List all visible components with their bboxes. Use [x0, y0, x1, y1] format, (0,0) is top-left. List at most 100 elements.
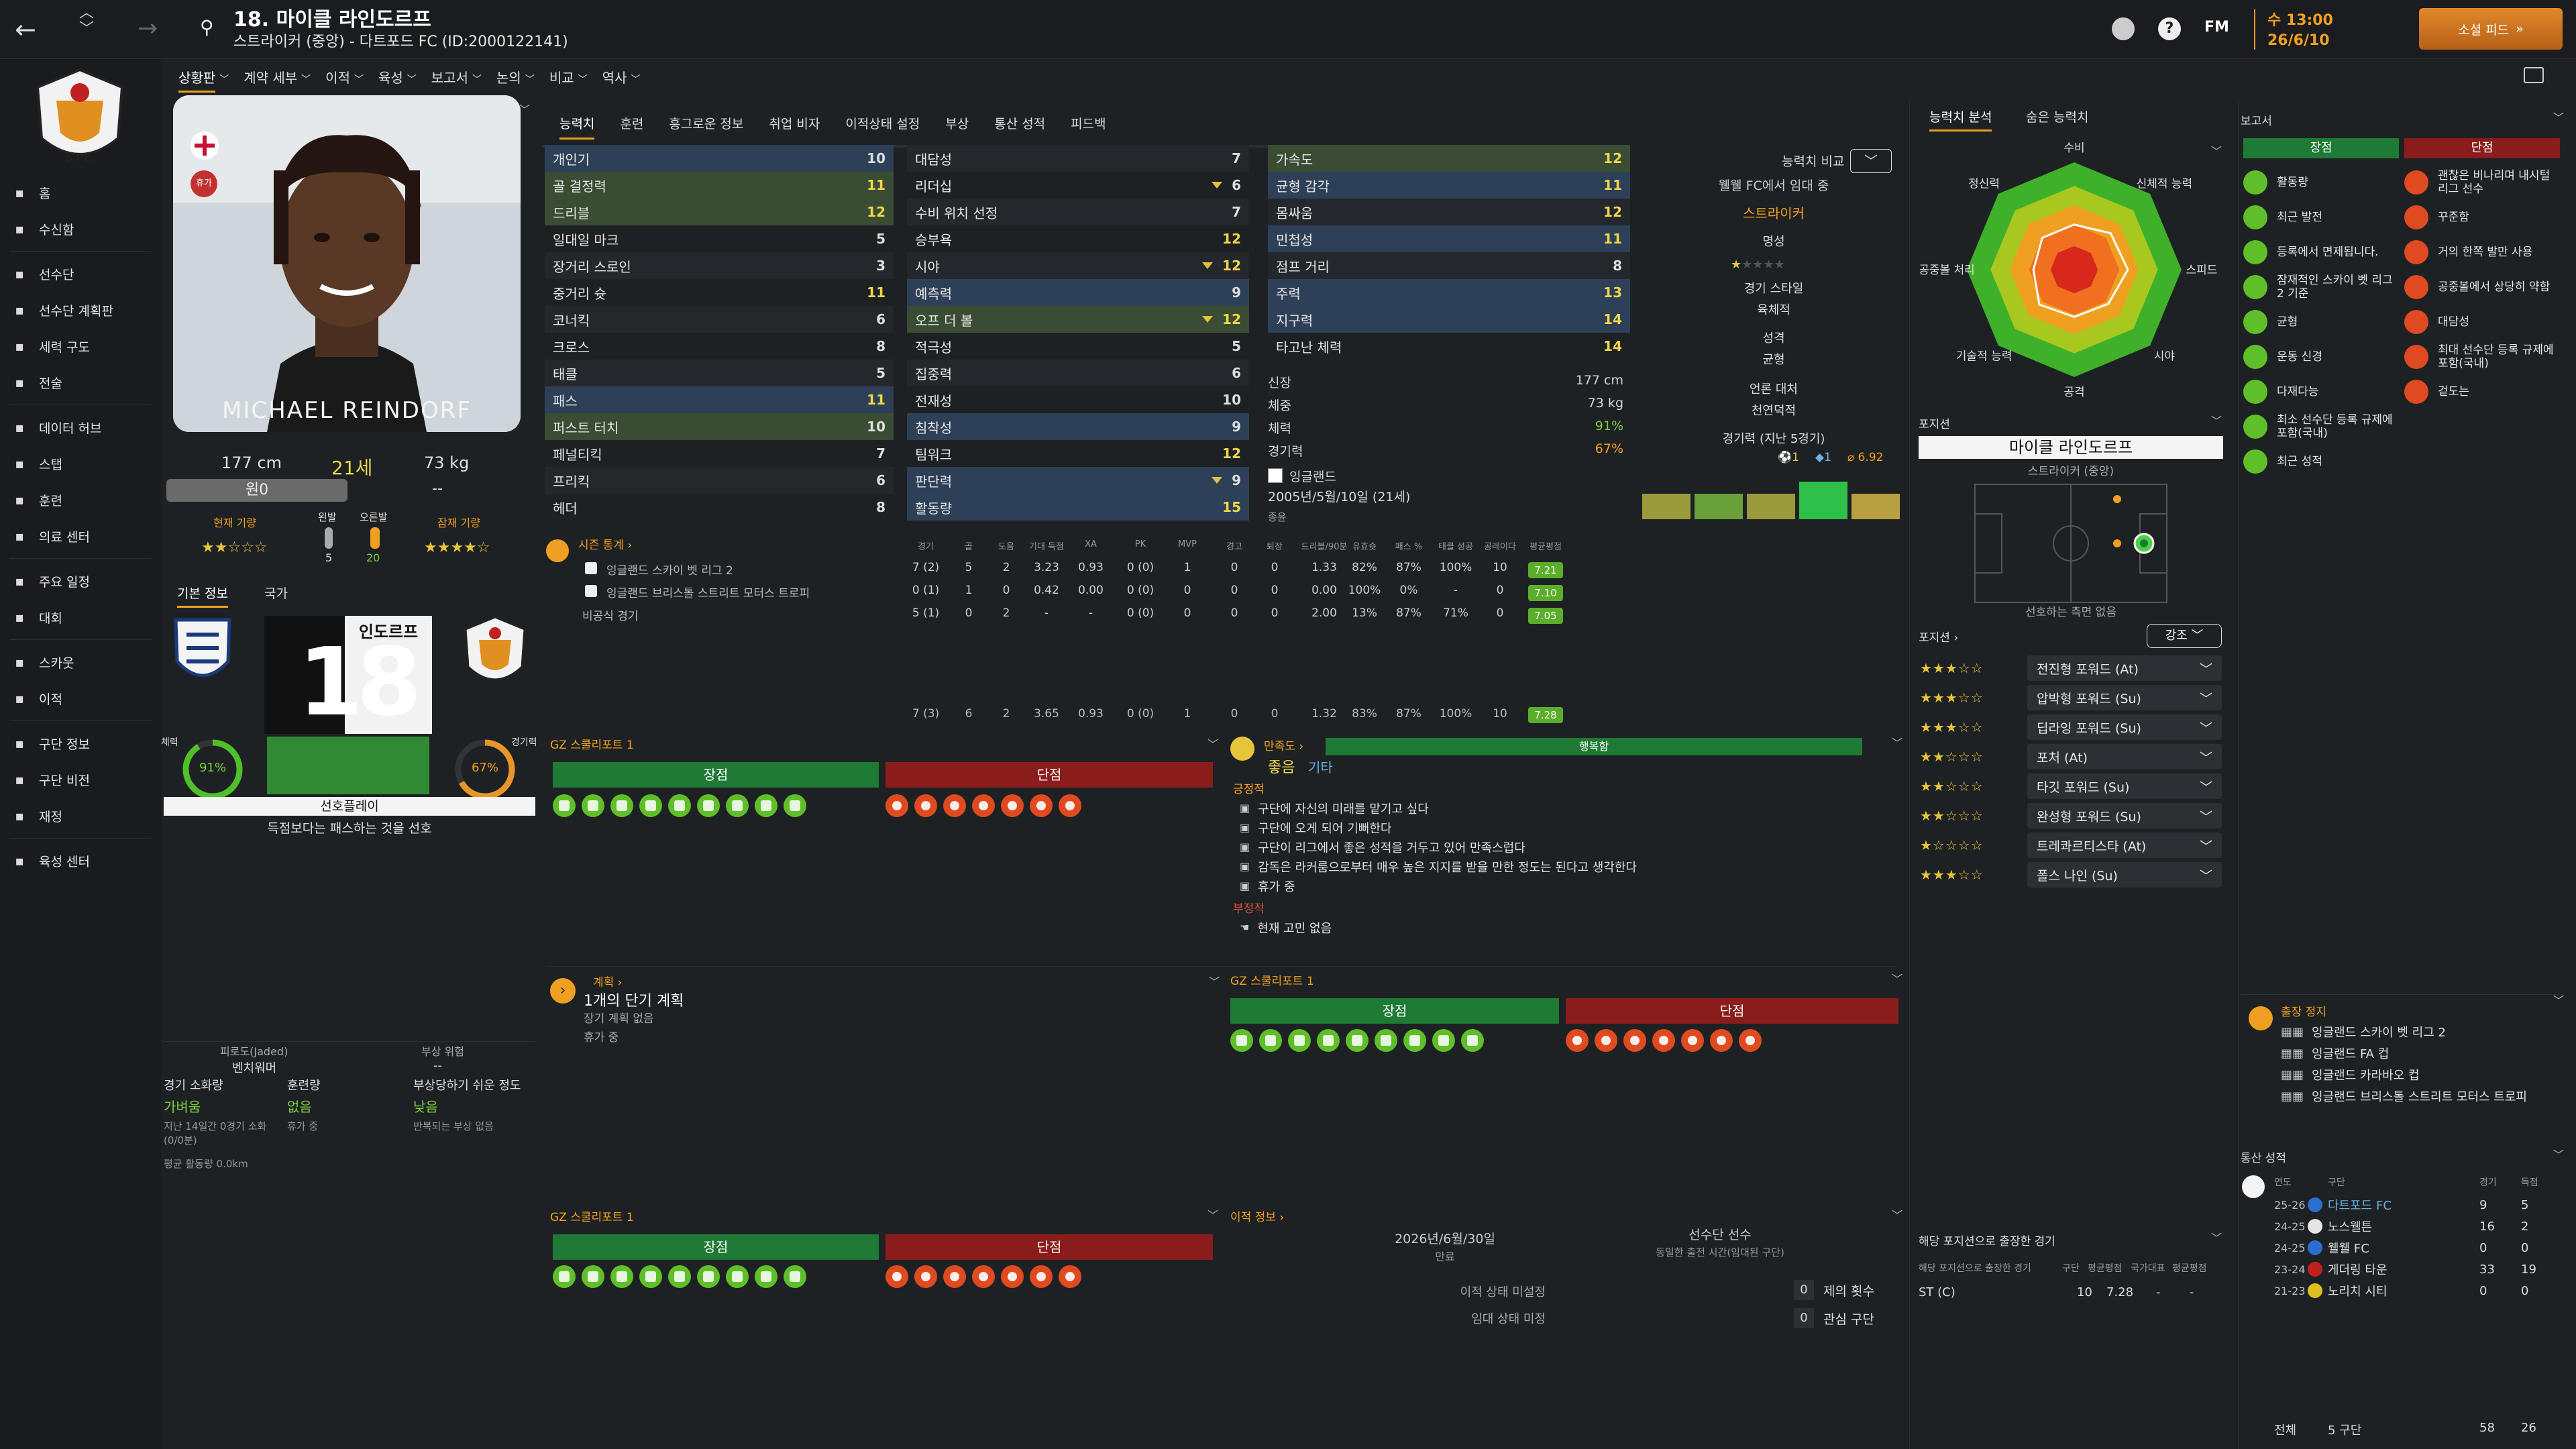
stats-header[interactable]: 경고 — [1226, 542, 1242, 552]
tab-basic-info[interactable]: 기본 정보 — [177, 584, 228, 608]
morale-chevron-icon[interactable]: ﹀ — [1892, 737, 1903, 749]
exempt-icon[interactable] — [1288, 1029, 1311, 1052]
attribute-row[interactable]: 장거리 스로인 3 — [545, 252, 894, 279]
attribute-tab[interactable]: 흥그로운 정보 — [669, 117, 744, 131]
attribute-tab[interactable]: 피드백 — [1071, 117, 1106, 131]
forward-arrow-icon[interactable]: → — [138, 15, 158, 42]
development-icon[interactable] — [1259, 1029, 1282, 1052]
attribute-tab[interactable]: 부상 — [945, 117, 969, 131]
attribute-row[interactable]: 코너킥 6 — [545, 306, 894, 333]
scout-report-title[interactable]: GZ 스쿨리포트 1 — [1230, 975, 1314, 988]
attribute-row[interactable]: 주력 13 — [1268, 279, 1630, 306]
agility-icon[interactable] — [1375, 1029, 1397, 1052]
positions-link[interactable]: 포지션 › — [1919, 631, 1959, 645]
report-strength-item[interactable]: 최소 선수단 등록 규제에 포함(국내) — [2243, 409, 2399, 444]
attribute-row[interactable]: 전재성 10 — [907, 386, 1249, 413]
exempt-icon[interactable] — [610, 1265, 633, 1288]
report-strength-item[interactable]: 등록에서 면제됩니다. — [2243, 235, 2399, 270]
scout-report-title[interactable]: GZ 스쿨리포트 1 — [550, 739, 634, 752]
career-row[interactable]: 24-25 노스웰튼 16 2 — [2274, 1216, 2563, 1237]
form-bar[interactable] — [1695, 493, 1743, 519]
sidebar-item-scout[interactable]: ▪ 스카웃 — [0, 644, 161, 680]
suspension-chevron-icon[interactable]: ﹀ — [2553, 994, 2565, 1007]
role-select[interactable]: 트레콰르티스타 (At) ﹀ — [2027, 833, 2222, 858]
attribute-row[interactable]: 퍼스트 터치 10 — [545, 413, 894, 440]
competition-name[interactable]: 잉글랜드 브리스톨 스트리트 모터스 트로피 — [606, 587, 810, 600]
stats-header[interactable]: 평균평점 — [1529, 542, 1562, 552]
form-icon[interactable] — [784, 1265, 806, 1288]
scout-report-title[interactable]: GZ 스쿨리포트 1 — [550, 1211, 634, 1224]
stats-header[interactable]: 태클 성공 — [1438, 542, 1473, 552]
attribute-tab[interactable]: 취업 비자 — [769, 117, 820, 131]
role-select[interactable]: 포처 (At) ﹀ — [2027, 744, 2222, 769]
squad-limit-icon[interactable] — [1030, 1265, 1053, 1288]
workrate-icon[interactable] — [553, 1265, 576, 1288]
globe-icon[interactable] — [2112, 17, 2135, 40]
nav-up-down[interactable]: ︿ ﹀ — [79, 5, 95, 38]
career-row[interactable]: 25-26 다트포드 FC 9 5 — [2274, 1194, 2563, 1216]
sidebar-item-staff[interactable]: ▪ 스탭 — [0, 445, 161, 482]
versatile-icon[interactable] — [726, 1265, 749, 1288]
attribute-row[interactable]: 크로스 8 — [545, 333, 894, 360]
potential-icon[interactable] — [639, 1265, 662, 1288]
attribute-row[interactable]: 드리블 12 — [545, 199, 894, 225]
flask-icon[interactable] — [1059, 1265, 1081, 1288]
attribute-row[interactable]: 리더십 6 — [907, 172, 1249, 199]
report-strength-item[interactable]: 다재다능 — [2243, 374, 2399, 409]
collapse-chevron-icon[interactable]: ﹀ — [519, 103, 531, 116]
sidebar-item-home[interactable]: ▪ 홈 — [0, 174, 161, 211]
report-weakness-item[interactable]: 거의 한쪽 발만 사용 — [2404, 235, 2560, 270]
attribute-row[interactable]: 개인기 10 — [545, 145, 894, 172]
morale-label[interactable]: 만족도 › — [1264, 740, 1304, 753]
role-select[interactable]: 전진형 포워드 (At) ﹀ — [2027, 655, 2222, 681]
suspension-item[interactable]: ▦▦ 잉글랜드 FA 컵 — [2281, 1042, 2527, 1064]
homegrown-icon[interactable] — [1432, 1029, 1455, 1052]
fm-logo[interactable]: FM — [2204, 19, 2229, 36]
subnav-tab[interactable]: 논의 — [496, 70, 521, 86]
suspension-item[interactable]: ▦▦ 잉글랜드 카라바오 컵 — [2281, 1064, 2527, 1085]
sidebar-item-squad[interactable]: ▪ 선수단 — [0, 256, 161, 292]
layout-icon[interactable] — [2524, 67, 2544, 83]
role-select[interactable]: 압박형 포워드 (Su) ﹀ — [2027, 685, 2222, 710]
bravery-icon[interactable] — [1001, 1265, 1024, 1288]
stats-header[interactable]: 패스 % — [1395, 542, 1423, 552]
subnav-tab[interactable]: 육성 — [378, 70, 403, 86]
plans-chevron-icon[interactable]: ﹀ — [1209, 975, 1220, 988]
stats-header[interactable]: PK — [1134, 539, 1146, 549]
attribute-row[interactable]: 프리킥 6 — [545, 467, 894, 494]
stats-header[interactable]: 골 — [965, 542, 973, 552]
development-icon[interactable] — [582, 1265, 604, 1288]
report-strength-item[interactable]: 균형 — [2243, 305, 2399, 339]
report-weakness-item[interactable]: 최대 선수단 등록 규제에 포함(국내) — [2404, 339, 2560, 374]
one-foot-icon[interactable] — [1623, 1029, 1646, 1052]
search-icon[interactable]: ⚲ — [200, 16, 214, 38]
plans-title[interactable]: 계획 › — [593, 976, 623, 989]
attribute-row[interactable]: 몸싸움 12 — [1268, 199, 1630, 225]
flask-icon[interactable] — [1739, 1029, 1762, 1052]
stats-header[interactable]: 경기 — [918, 542, 934, 552]
attribute-row[interactable]: 균형 감각 11 — [1268, 172, 1630, 199]
role-select[interactable]: 타깃 포워드 (Su) ﹀ — [2027, 773, 2222, 799]
balance-icon[interactable] — [668, 794, 691, 817]
one-foot-icon[interactable] — [943, 794, 966, 817]
form-icon[interactable] — [1461, 1029, 1484, 1052]
attribute-row[interactable]: 골 결정력 11 — [545, 172, 894, 199]
one-foot-icon[interactable] — [943, 1265, 966, 1288]
star-warning-icon[interactable] — [885, 1265, 908, 1288]
attribute-row[interactable]: 민첩성 11 — [1268, 225, 1630, 252]
subnav-tab[interactable]: 이적 — [325, 70, 350, 86]
flask-icon[interactable] — [1059, 794, 1081, 817]
transfer-chevron-icon[interactable]: ﹀ — [1892, 1209, 1903, 1222]
scout-report-chevron-icon[interactable]: ﹀ — [1208, 738, 1219, 751]
sidebar-item-club-info[interactable]: ▪ 구단 정보 — [0, 725, 161, 761]
versatile-icon[interactable] — [1403, 1029, 1426, 1052]
attribute-row[interactable]: 태클 5 — [545, 360, 894, 386]
form-bar[interactable] — [1851, 493, 1900, 519]
report-weakness-item[interactable]: 괜찮은 비나리며 내시털 리그 선수 — [2404, 165, 2560, 200]
sidebar-item-club-vision[interactable]: ▪ 구단 비전 — [0, 761, 161, 798]
versatile-icon[interactable] — [726, 794, 749, 817]
potential-icon[interactable] — [1317, 1029, 1340, 1052]
consistency-icon[interactable] — [914, 1265, 937, 1288]
sidebar-item-calendar[interactable]: ▪ 주요 일정 — [0, 563, 161, 599]
report-strength-item[interactable]: 최근 발전 — [2243, 200, 2399, 235]
